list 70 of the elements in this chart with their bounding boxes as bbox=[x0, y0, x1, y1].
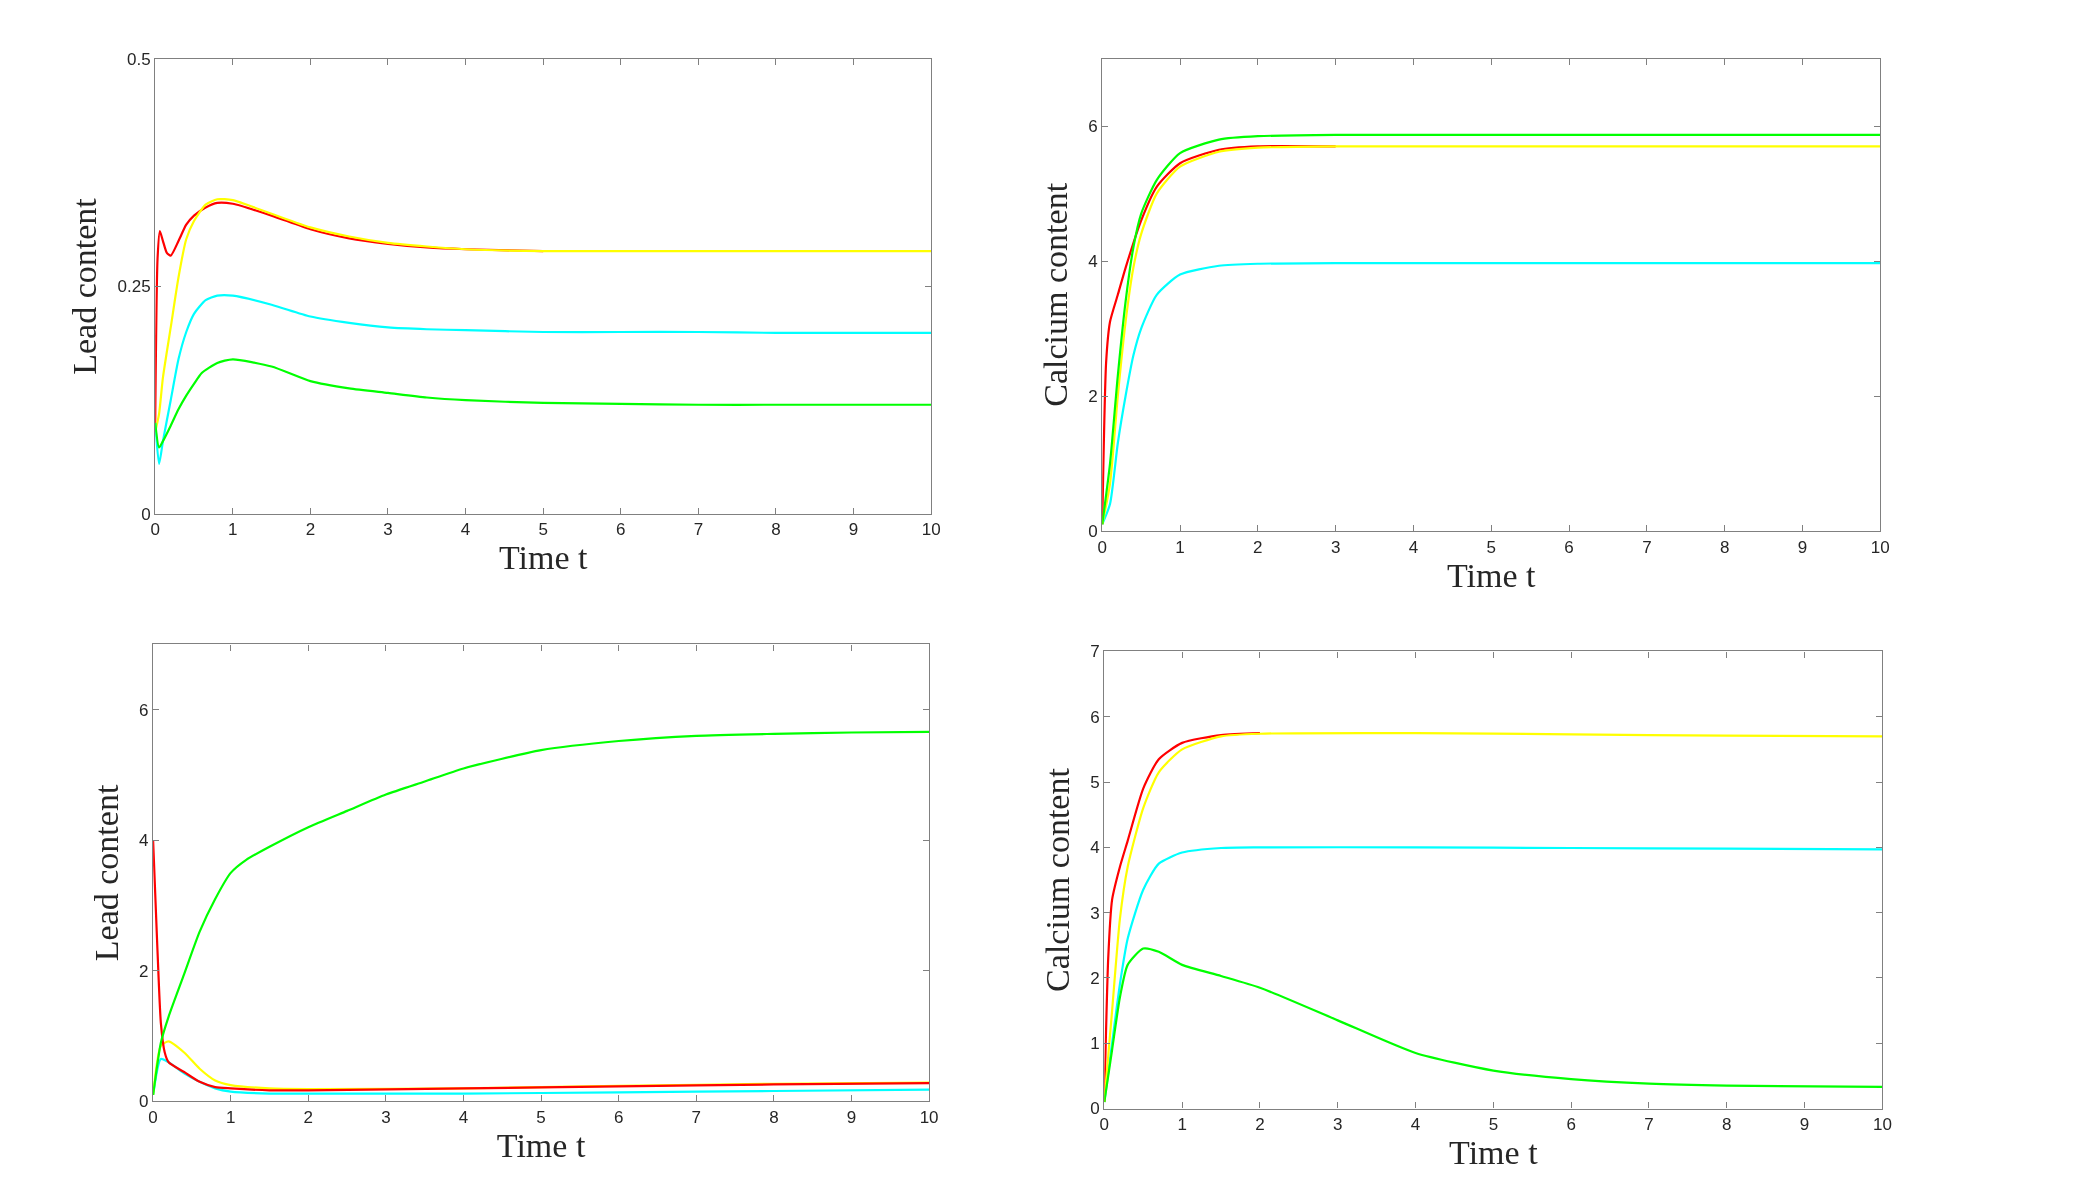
x-tick-label: 1 bbox=[1175, 537, 1185, 557]
y-tick-label: 7 bbox=[1090, 642, 1100, 662]
y-axis-title: Lead content bbox=[66, 197, 104, 375]
x-tick-label: 8 bbox=[769, 1107, 779, 1127]
y-tick-label: 6 bbox=[1088, 117, 1098, 137]
x-tick-label: 5 bbox=[1488, 1115, 1499, 1135]
x-tick-label: 7 bbox=[1644, 1115, 1654, 1135]
x-tick-label: 4 bbox=[458, 1107, 469, 1127]
x-tick-label: 5 bbox=[1486, 537, 1497, 557]
y-tick-label: 2 bbox=[1090, 968, 1100, 988]
x-tick-label: 2 bbox=[1253, 537, 1263, 557]
line-series bbox=[155, 358, 932, 449]
x-tick-label: 4 bbox=[1410, 1115, 1421, 1135]
x-tick-label: 9 bbox=[848, 520, 859, 540]
x-axis-title: Time t bbox=[1447, 556, 1537, 594]
x-tick-label: 2 bbox=[303, 1107, 314, 1127]
line-series bbox=[155, 294, 932, 465]
y-tick-label: 1 bbox=[1090, 1034, 1100, 1054]
x-tick-label: 10 bbox=[921, 520, 941, 540]
y-tick-label: 4 bbox=[1088, 252, 1098, 272]
y-tick-label: 4 bbox=[1090, 838, 1100, 858]
x-tick-label: 3 bbox=[381, 1107, 391, 1127]
x-tick-label: 2 bbox=[1255, 1115, 1265, 1135]
x-tick-label: 5 bbox=[536, 1107, 546, 1127]
x-tick-label: 8 bbox=[1719, 537, 1730, 557]
x-tick-label: 9 bbox=[846, 1107, 857, 1127]
x-tick-label: 4 bbox=[1408, 537, 1419, 557]
y-axis-title: Lead content bbox=[87, 784, 125, 962]
y-tick-label: 0.25 bbox=[117, 277, 151, 297]
x-tick-label: 6 bbox=[1566, 1115, 1576, 1135]
x-tick-label: 10 bbox=[1870, 537, 1890, 557]
y-tick-label: 5 bbox=[1090, 772, 1100, 792]
y-tick-label: 0 bbox=[141, 504, 151, 524]
x-tick-label: 10 bbox=[919, 1107, 939, 1127]
x-axis-title: Time t bbox=[496, 1126, 586, 1164]
x-tick-label: 8 bbox=[1722, 1115, 1732, 1135]
x-tick-label: 2 bbox=[305, 520, 316, 540]
x-tick-label: 6 bbox=[1564, 537, 1574, 557]
x-tick-label: 6 bbox=[616, 520, 626, 540]
y-tick-label: 0 bbox=[139, 1092, 149, 1112]
x-tick-label: 1 bbox=[225, 1107, 236, 1127]
x-tick-label: 3 bbox=[383, 520, 393, 540]
x-axis-title: Time t bbox=[498, 539, 588, 577]
x-tick-label: 10 bbox=[1872, 1115, 1892, 1135]
x-tick-label: 7 bbox=[693, 520, 704, 540]
y-tick-label: 2 bbox=[1088, 386, 1098, 406]
x-tick-label: 8 bbox=[771, 520, 781, 540]
line-series bbox=[1104, 947, 1883, 1104]
y-tick-label: 2 bbox=[139, 961, 149, 981]
x-tick-label: 4 bbox=[460, 520, 471, 540]
y-axis-title: Calcium content bbox=[1036, 182, 1074, 407]
x-tick-label: 7 bbox=[1642, 537, 1652, 557]
y-tick-label: 0.5 bbox=[127, 50, 151, 70]
line-series bbox=[153, 730, 930, 1096]
y-tick-label: 6 bbox=[139, 700, 149, 720]
x-tick-label: 3 bbox=[1330, 537, 1341, 557]
y-tick-label: 4 bbox=[139, 831, 149, 851]
x-tick-label: 9 bbox=[1797, 537, 1808, 557]
x-tick-label: 6 bbox=[613, 1107, 624, 1127]
x-tick-label: 5 bbox=[538, 520, 548, 540]
line-series bbox=[153, 1057, 930, 1096]
x-tick-label: 1 bbox=[1177, 1115, 1187, 1135]
x-tick-label: 3 bbox=[1333, 1115, 1343, 1135]
y-tick-label: 3 bbox=[1090, 903, 1100, 923]
x-tick-label: 9 bbox=[1799, 1115, 1810, 1135]
y-tick-label: 6 bbox=[1090, 707, 1100, 727]
y-axis-title: Calcium content bbox=[1038, 767, 1076, 992]
x-tick-label: 1 bbox=[228, 520, 238, 540]
x-tick-label: 7 bbox=[691, 1107, 702, 1127]
x-axis-title: Time t bbox=[1449, 1134, 1539, 1172]
